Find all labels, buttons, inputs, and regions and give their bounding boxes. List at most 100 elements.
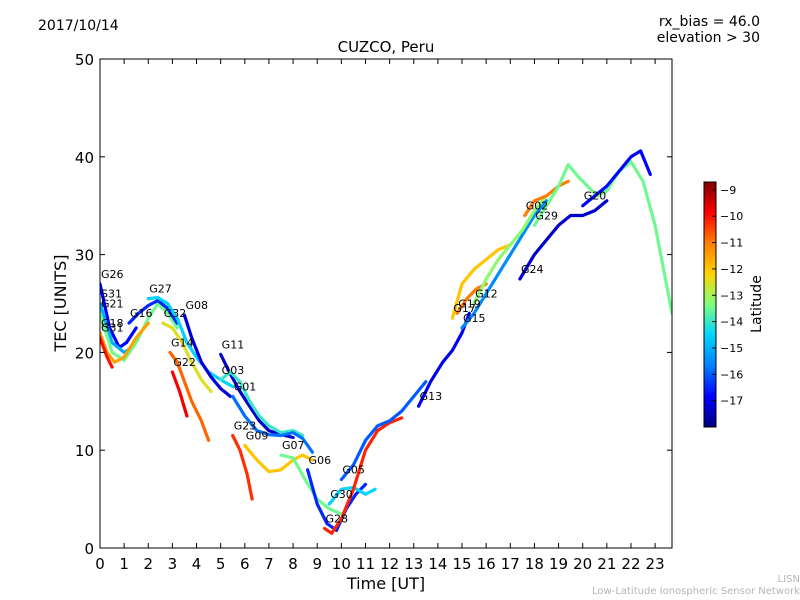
sat-label-g13: G13 (420, 390, 443, 403)
y-axis-label: TEC [UNITS] (51, 255, 70, 353)
series-g32 (161, 321, 213, 394)
series-g07 (279, 453, 343, 516)
sat-label-g01: G01 (234, 380, 257, 393)
y-tick-label: 20 (75, 344, 94, 362)
sat-label-s31: S31 (101, 288, 122, 301)
sat-label-g22: G22 (173, 356, 196, 369)
sat-label-g24: G24 (521, 263, 544, 276)
elevation-label: elevation > 30 (656, 30, 760, 46)
sat-label-g11: G11 (222, 338, 245, 351)
colorbar-tick-label: −10 (720, 210, 743, 223)
series-g31 (100, 336, 114, 369)
series-g23 (231, 433, 254, 501)
series-g14 (168, 350, 211, 442)
colorbar-tick-label: −17 (720, 395, 743, 408)
x-tick-label: 23 (646, 555, 665, 573)
date-label: 2017/10/14 (38, 18, 119, 34)
x-tick-label: 5 (216, 555, 226, 573)
x-tick-label: 16 (477, 555, 496, 573)
sat-label-g19: G19 (458, 297, 481, 310)
sat-label-g14: G14 (171, 336, 194, 349)
series-g06 (306, 468, 368, 532)
x-tick-label: 17 (501, 555, 520, 573)
credit-fullname: Low-Latitude Ionospheric Sensor Network (592, 586, 800, 597)
sat-label-g05: G05 (342, 464, 365, 477)
x-tick-label: 15 (452, 555, 471, 573)
sat-label-g32: G32 (164, 307, 187, 320)
series-g15 (460, 199, 549, 330)
x-tick-label: 6 (240, 555, 250, 573)
credit-abbrev: LISN (777, 574, 800, 585)
colorbar: −9 −10 −11 −12 −13 −14 −15 −16 −17 (703, 181, 743, 428)
series-g03 (219, 370, 305, 438)
x-tick-label: 20 (573, 555, 592, 573)
x-tick-label: 10 (332, 555, 351, 573)
x-tick-label: 4 (192, 555, 202, 573)
x-tick-label: 12 (380, 555, 399, 573)
sat-label-g28: G28 (325, 512, 348, 525)
x-tick-label: 2 (143, 555, 153, 573)
x-tick-label: 22 (621, 555, 640, 573)
sat-label-g06: G06 (309, 454, 332, 467)
sat-label-g15: G15 (463, 312, 486, 325)
series-g20 (581, 149, 652, 208)
credit: LISN Low-Latitude Ionospheric Sensor Net… (592, 574, 800, 598)
sat-label-g12: G12 (475, 288, 498, 301)
y-tick-label: 40 (75, 149, 94, 167)
sat-label-g31: G31 (101, 322, 124, 335)
sat-label-g27: G27 (149, 283, 172, 296)
colorbar-tick-label: −11 (720, 237, 743, 250)
y-tick-label: 30 (75, 247, 94, 265)
series-g18 (100, 321, 150, 364)
series-g29 (532, 160, 672, 315)
colorbar-tick-label: −12 (720, 263, 743, 276)
sat-label-g29: G29 (535, 209, 558, 222)
plot-frame (99, 58, 673, 549)
series-g22 (170, 370, 189, 418)
sat-label-g21: G21 (101, 297, 124, 310)
x-tick-label: 0 (95, 555, 105, 573)
series-layer (100, 149, 672, 535)
y-tick-label: 10 (75, 442, 94, 460)
x-tick-label: 14 (428, 555, 447, 573)
colorbar-tick-label: −14 (720, 316, 743, 329)
colorbar-tick-label: −13 (720, 289, 743, 302)
y-tick-label: 50 (75, 51, 94, 69)
series-g05 (339, 380, 428, 482)
x-tick-label: 18 (525, 555, 544, 573)
y-tick-label: 0 (84, 540, 94, 558)
sat-label-g26: G26 (101, 268, 124, 281)
y-axis: 0 10 20 30 40 50 (75, 51, 672, 558)
series-g27 (146, 296, 235, 389)
x-tick-label: 19 (549, 555, 568, 573)
sat-label-g07: G07 (282, 439, 305, 452)
sat-label-g03: G03 (222, 364, 245, 377)
x-tick-label: 1 (119, 555, 129, 573)
colorbar-tick-label: −16 (720, 368, 743, 381)
sat-label-g08: G08 (185, 299, 208, 312)
sat-label-g09: G09 (246, 429, 269, 442)
colorbar-label: Latitude (749, 275, 765, 333)
x-tick-label: 3 (168, 555, 178, 573)
sat-label-g16: G16 (130, 307, 153, 320)
x-tick-label: 13 (404, 555, 423, 573)
series-g28 (322, 416, 404, 535)
series-g16 (127, 299, 179, 325)
rx-bias-label: rx_bias = 46.0 (658, 14, 760, 30)
sat-label-g17: G17 (453, 302, 476, 315)
x-axis: 0 1 2 3 4 5 6 7 8 9 10 11 12 13 14 15 16 17 18 19 20 21 22 23 (95, 59, 665, 573)
series-g02 (523, 179, 570, 218)
colorbar-gradient (703, 181, 717, 428)
series-g13 (417, 311, 471, 408)
sat-label-g20: G20 (584, 190, 607, 203)
chart-title: CUZCO, Peru (338, 38, 435, 56)
sat-label-g02: G02 (526, 199, 549, 212)
x-tick-label: 21 (597, 555, 616, 573)
colorbar-tick-label: −15 (720, 342, 743, 355)
series-g09 (243, 443, 314, 474)
series-g24 (518, 199, 609, 281)
colorbar-tick-label: −9 (720, 184, 736, 197)
settings-label: rx_bias = 46.0 elevation > 30 (657, 14, 760, 46)
